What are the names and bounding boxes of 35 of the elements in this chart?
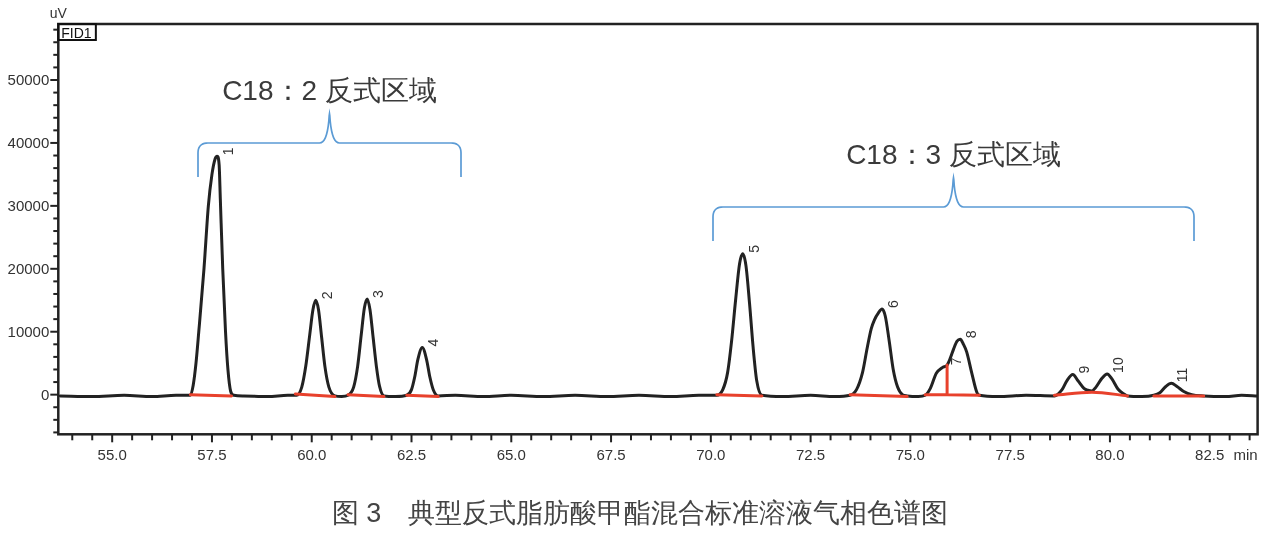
- x-tick-label: 75.0: [895, 446, 925, 464]
- annotation: 4: [425, 338, 442, 347]
- annotation: 9: [1075, 365, 1092, 374]
- x-tick-label: 70.0: [696, 446, 726, 464]
- x-tick-label: 82.5: [1195, 446, 1225, 464]
- annotation: 8: [963, 330, 980, 339]
- y-tick-label: 10000: [7, 322, 50, 340]
- annotation: C18：2 反式区域: [222, 75, 437, 106]
- annotation: 6: [885, 300, 902, 309]
- annotation: C18：3 反式区域: [846, 139, 1061, 170]
- y-axis-title: uV: [49, 5, 68, 21]
- x-tick-label: 62.5: [396, 446, 427, 464]
- annotation: 2: [318, 291, 335, 300]
- y-tick-label: 30000: [7, 196, 50, 214]
- annotation: 10: [1110, 357, 1127, 373]
- y-tick-label: 0: [40, 385, 50, 403]
- annotation: 3: [370, 290, 387, 298]
- y-tick-label: 20000: [7, 259, 50, 277]
- y-tick-label: 40000: [7, 133, 50, 151]
- annotation: FID1: [61, 25, 92, 41]
- x-tick-label: 72.5: [796, 446, 826, 464]
- x-tick-label: 67.5: [596, 446, 626, 464]
- x-axis-title: min: [1233, 446, 1258, 464]
- annotation: 11: [1174, 367, 1191, 383]
- y-tick-label: 50000: [7, 71, 50, 89]
- text: 图 3 典型反式脂肪酸甲酯混合标准溶液气相色谱图: [331, 498, 949, 528]
- x-tick-label: 57.5: [197, 446, 227, 464]
- annotation: 1: [220, 147, 237, 156]
- x-tick-label: 55.0: [97, 446, 127, 464]
- x-tick-label: 77.5: [995, 446, 1025, 464]
- annotation: 7: [948, 357, 965, 366]
- annotation: 5: [745, 244, 762, 253]
- x-tick-label: 60.0: [297, 446, 327, 464]
- x-tick-label: 65.0: [496, 446, 526, 464]
- x-tick-label: 80.0: [1095, 446, 1125, 464]
